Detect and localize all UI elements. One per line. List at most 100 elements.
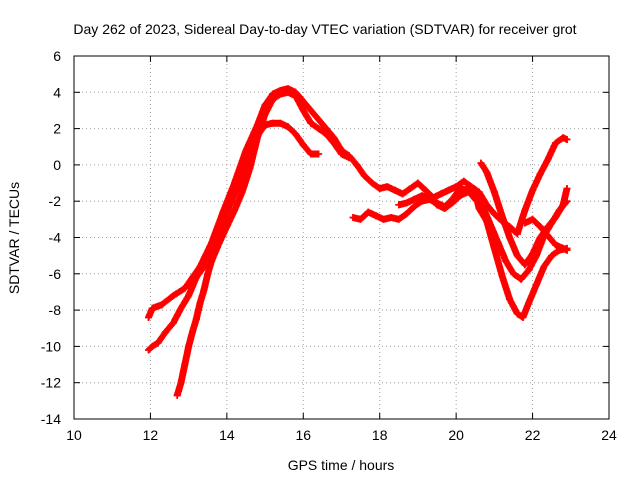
data-point xyxy=(338,150,345,158)
data-point xyxy=(422,186,430,194)
data-point xyxy=(269,119,277,127)
data-point xyxy=(215,239,223,247)
data-point xyxy=(307,119,315,127)
data-point xyxy=(284,123,292,131)
data-point xyxy=(364,208,372,216)
series-track-b xyxy=(145,119,323,354)
x-tick-label: 14 xyxy=(219,427,235,443)
data-point xyxy=(276,119,284,127)
data-point xyxy=(380,215,387,223)
data-point xyxy=(196,299,204,307)
data-point xyxy=(181,284,189,292)
data-point xyxy=(349,214,357,221)
data-point xyxy=(490,244,498,252)
data-point xyxy=(231,206,238,214)
data-point xyxy=(299,141,307,149)
data-point xyxy=(307,106,315,114)
plot-frame xyxy=(73,55,610,420)
data-point xyxy=(204,270,212,278)
series-track-g xyxy=(521,215,571,254)
data-point xyxy=(525,299,533,307)
x-tick-label: 24 xyxy=(601,427,617,443)
data-point xyxy=(425,194,433,202)
y-tick-label: -2 xyxy=(49,193,62,209)
data-point xyxy=(238,188,246,196)
data-point xyxy=(498,272,506,280)
x-axis-label: GPS time / hours xyxy=(288,457,395,473)
data-point xyxy=(498,212,506,220)
data-point xyxy=(353,161,361,169)
data-point xyxy=(559,244,567,252)
y-tick-label: 6 xyxy=(53,48,61,64)
data-point xyxy=(529,250,537,258)
data-point xyxy=(510,270,517,278)
data-point xyxy=(246,165,254,172)
data-point xyxy=(540,263,548,270)
data-point xyxy=(418,192,426,200)
data-point xyxy=(506,295,514,303)
data-point xyxy=(330,139,338,147)
data-point xyxy=(521,206,529,214)
series-track-c xyxy=(173,88,353,399)
data-point xyxy=(292,130,300,138)
data-point xyxy=(231,190,238,198)
data-point xyxy=(471,188,479,196)
data-point xyxy=(448,199,456,207)
data-point xyxy=(189,328,196,336)
y-axis-label: SDTVAR / TECUs xyxy=(6,182,22,294)
y-tick-label: -10 xyxy=(41,338,61,354)
x-tick-label: 16 xyxy=(295,427,311,443)
data-point xyxy=(513,310,521,318)
data-point xyxy=(145,313,152,321)
data-point xyxy=(536,234,544,241)
data-point xyxy=(552,241,559,249)
x-tick-label: 18 xyxy=(372,427,388,443)
y-tick-label: -8 xyxy=(49,302,62,318)
data-point xyxy=(548,252,556,260)
data-point xyxy=(395,215,403,223)
data-point xyxy=(544,156,552,163)
data-point xyxy=(208,257,216,265)
data-point xyxy=(387,214,395,221)
data-point xyxy=(299,106,307,114)
data-point xyxy=(517,275,525,283)
data-point xyxy=(169,292,177,300)
data-point xyxy=(529,215,537,223)
data-point xyxy=(345,154,353,162)
y-tick-label: -4 xyxy=(49,230,62,246)
data-point xyxy=(200,263,208,270)
x-tick-label: 20 xyxy=(448,427,464,443)
data-point xyxy=(284,88,292,96)
data-point xyxy=(261,110,269,118)
data-point xyxy=(315,116,323,123)
data-point xyxy=(148,342,156,350)
data-point xyxy=(475,205,483,212)
data-point xyxy=(269,96,277,104)
data-point xyxy=(395,201,403,209)
data-point xyxy=(158,301,166,309)
data-point xyxy=(483,168,491,176)
data-point xyxy=(559,201,567,209)
x-tick-label: 10 xyxy=(66,427,82,443)
y-tick-label: -12 xyxy=(41,375,61,391)
data-point xyxy=(521,261,529,269)
data-point xyxy=(525,266,533,274)
data-point xyxy=(403,210,410,218)
data-point xyxy=(399,190,407,198)
data-point xyxy=(563,136,571,143)
data-point xyxy=(445,186,452,194)
data-point xyxy=(521,219,529,227)
data-point xyxy=(490,210,498,218)
data-point xyxy=(544,232,552,240)
series-marks xyxy=(145,119,323,354)
data-point xyxy=(433,201,441,209)
data-point xyxy=(460,177,468,185)
data-point xyxy=(360,172,368,180)
data-point xyxy=(307,150,315,158)
data-point xyxy=(376,185,384,192)
data-point xyxy=(414,179,422,187)
data-point xyxy=(315,125,323,133)
data-point xyxy=(529,186,537,194)
